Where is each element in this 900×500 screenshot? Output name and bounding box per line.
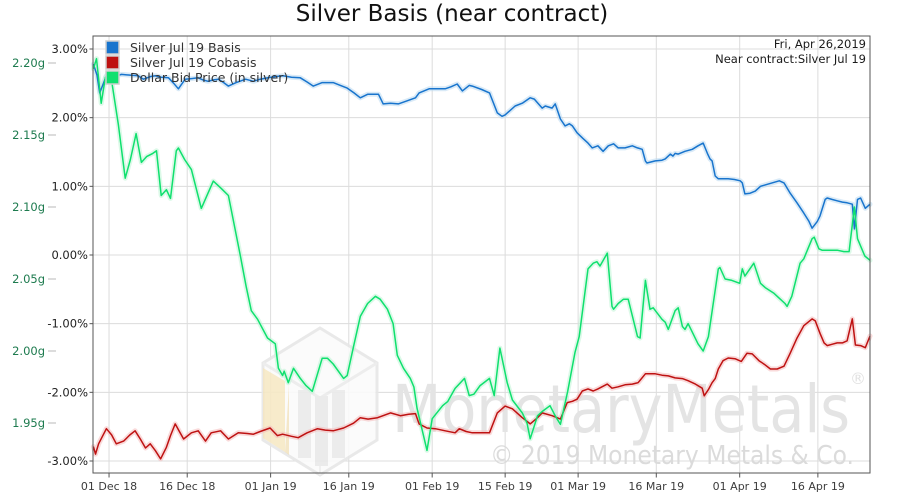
legend-swatch-basis [105, 40, 120, 55]
legend: Silver Jul 19 Basis Silver Jul 19 Cobasi… [105, 40, 288, 85]
registered-mark-icon: ® [850, 369, 866, 388]
x-tick-label: 16 Dec 18 [159, 480, 215, 493]
x-tick-label: 16 Mar 19 [628, 480, 684, 493]
legend-swatch-cobasis [105, 55, 120, 70]
x-tick-label: 15 Feb 19 [478, 480, 532, 493]
x-tick-label: 01 Jan 19 [245, 480, 297, 493]
page-title: Silver Basis (near contract) [296, 1, 609, 27]
x-tick-label: 01 Mar 19 [550, 480, 606, 493]
x-tick-label: 01 Apr 19 [713, 480, 767, 493]
percent-tick-label: 1.00% [51, 179, 88, 193]
axis-ticks [48, 48, 819, 478]
gridlines [93, 36, 870, 473]
series-line-2 [92, 57, 871, 452]
watermark-copyright: © 2019 Monetary Metals & Co. [490, 441, 854, 471]
axis-labels: 01 Dec 18 16 Dec 18 01 Jan 19 16 Jan 19 01 F… [12, 42, 845, 493]
percent-tick-label: -2.00% [47, 385, 88, 399]
legend-label-price: Dollar Bid Price (in silver) [130, 70, 288, 85]
legend-swatch-price [105, 70, 120, 85]
watermark-logo-icon [261, 326, 379, 477]
legend-label-cobasis: Silver Jul 19 Cobasis [130, 55, 256, 70]
gram-tick-label: 2.00g [12, 344, 45, 358]
percent-tick-label: 2.00% [51, 111, 88, 125]
percent-tick-label: 0.00% [51, 248, 88, 262]
gram-tick-label: 2.15g [12, 128, 45, 142]
percent-tick-label: -1.00% [47, 317, 88, 331]
x-tick-label: 01 Dec 18 [81, 480, 137, 493]
series-line-0 [92, 63, 871, 230]
x-tick-label: 16 Apr 19 [791, 480, 845, 493]
percent-tick-label: 3.00% [51, 42, 88, 56]
near-contract-label: Near contract:Silver Jul 19 [715, 52, 866, 66]
series-line-layer [92, 57, 871, 460]
gram-tick-label: 2.05g [12, 272, 45, 286]
x-tick-label: 01 Feb 19 [405, 480, 459, 493]
gram-tick-label: 2.10g [12, 200, 45, 214]
percent-tick-label: -3.00% [47, 454, 88, 468]
chart-date-label: Fri, Apr 26,2019 [774, 37, 866, 51]
gram-tick-label: 2.20g [12, 56, 45, 70]
x-tick-label: 16 Jan 19 [323, 480, 375, 493]
gram-tick-label: 1.95g [12, 416, 45, 430]
legend-label-basis: Silver Jul 19 Basis [130, 40, 241, 55]
